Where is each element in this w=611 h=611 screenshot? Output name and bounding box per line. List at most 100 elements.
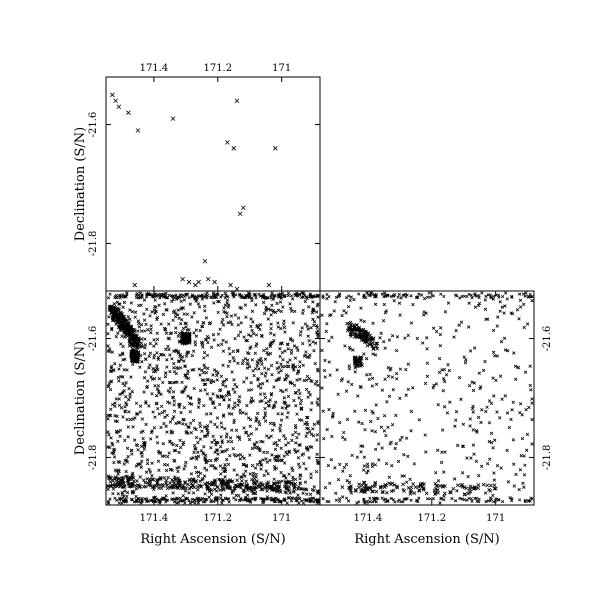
bottom-left-point <box>109 436 113 440</box>
bottom-left-point <box>165 454 170 459</box>
bottom-left-point <box>294 426 298 430</box>
bottom-left-point <box>157 451 162 455</box>
bottom-left-point <box>226 439 230 444</box>
bottom-right-point <box>477 371 482 375</box>
bottom-left-point <box>266 367 271 371</box>
bottom-right-point <box>353 359 357 364</box>
bottom-left-point <box>137 296 141 300</box>
bottom-left-point <box>123 357 127 361</box>
bottom-right-point <box>477 500 481 504</box>
bottom-left-point <box>140 360 144 364</box>
bottom-right-point <box>510 408 514 412</box>
bottom-right-point <box>447 368 452 373</box>
bottom-left-point <box>270 453 274 457</box>
bottom-right-point <box>483 359 487 364</box>
bottom-left-point <box>247 437 252 442</box>
bottom-right-point <box>484 409 488 414</box>
bottom-left-point <box>285 452 290 456</box>
bottom-left-point <box>253 351 257 355</box>
bottom-left-point <box>209 446 213 450</box>
bottom-left-point <box>110 314 115 319</box>
bottom-left-point <box>150 474 154 478</box>
bottom-left-point <box>250 309 255 314</box>
bottom-right-point <box>368 500 372 504</box>
bottom-left-point <box>198 328 202 333</box>
bottom-right-point <box>416 295 420 300</box>
bottom-right-point <box>391 497 395 502</box>
bottom-right-point <box>419 293 424 297</box>
bottom-left-point <box>304 387 309 392</box>
bottom-left-point <box>198 437 203 441</box>
bottom-left-point <box>206 378 210 382</box>
bottom-left-point <box>289 337 293 342</box>
bottom-left-point <box>172 366 176 370</box>
bottom-left-point <box>211 392 215 396</box>
bottom-left-point <box>128 308 132 312</box>
bottom-left-point <box>153 304 157 309</box>
bottom-left-point <box>176 500 181 505</box>
bottom-right-point <box>393 446 397 451</box>
bottom-left-point <box>298 473 302 478</box>
bottom-left-point <box>287 485 291 489</box>
bottom-left-point <box>151 410 155 414</box>
bottom-left-point <box>270 293 274 297</box>
bottom-left-point <box>180 380 184 385</box>
bottom-left-point <box>264 371 268 375</box>
bottom-left-point <box>315 400 319 405</box>
bottom-left-point <box>292 398 296 403</box>
bottom-left-point <box>279 499 283 503</box>
top-left-point <box>234 286 240 292</box>
bottom-right-point <box>434 382 439 386</box>
bottom-left-point <box>302 461 306 466</box>
bottom-left-point <box>184 422 188 427</box>
bottom-right-point <box>359 444 363 448</box>
bottom-left-point <box>112 460 116 465</box>
bottom-right-point <box>454 418 458 422</box>
bottom-left-point <box>156 384 161 388</box>
bottom-left-point <box>225 301 229 305</box>
bottom-left-point <box>198 479 202 483</box>
bottom-left-point <box>122 368 126 372</box>
bottom-right-point <box>483 298 488 302</box>
bottom-left-point <box>267 404 272 408</box>
bottom-right-point <box>454 409 459 414</box>
bottom-left-point <box>186 376 191 380</box>
bottom-right-point <box>379 331 383 335</box>
bottom-left-point <box>196 302 201 306</box>
bottom-left-point <box>244 498 249 502</box>
bottom-left-point <box>250 296 254 300</box>
bottom-right-point <box>471 428 476 432</box>
top-left-xtick-label: 171 <box>272 63 291 74</box>
bottom-right-point <box>427 291 432 295</box>
bottom-left-point <box>183 387 187 391</box>
bottom-right-point <box>391 388 395 392</box>
bottom-right-point <box>439 460 444 465</box>
bottom-right-point <box>352 323 356 327</box>
bottom-left-point <box>284 443 288 447</box>
bottom-left-point <box>185 350 190 354</box>
bottom-right-point <box>458 296 462 300</box>
bottom-right-point <box>440 450 444 455</box>
bottom-left-point <box>286 394 291 399</box>
bottom-right-point <box>481 368 486 373</box>
bottom-left-point <box>109 327 114 332</box>
bottom-right-point <box>511 400 515 404</box>
bottom-left-point <box>237 394 242 399</box>
bottom-right-point <box>412 462 417 466</box>
bottom-left-point <box>168 331 172 336</box>
bottom-right-point <box>370 462 375 466</box>
bottom-right-point <box>505 297 509 301</box>
bottom-left-point <box>243 474 247 478</box>
bottom-left-point <box>152 426 157 430</box>
bottom-left-point <box>152 338 156 342</box>
bottom-left-point <box>174 421 178 426</box>
bottom-left-point <box>312 485 316 489</box>
bottom-left-point <box>165 296 169 300</box>
bottom-left-point <box>218 388 223 392</box>
bottom-left-point <box>264 305 268 309</box>
bottom-right-point <box>411 386 415 390</box>
bottom-right-point <box>488 483 493 488</box>
bottom-right-point <box>426 497 430 501</box>
bottom-left-point <box>143 370 148 374</box>
bottom-left-point <box>205 428 210 433</box>
